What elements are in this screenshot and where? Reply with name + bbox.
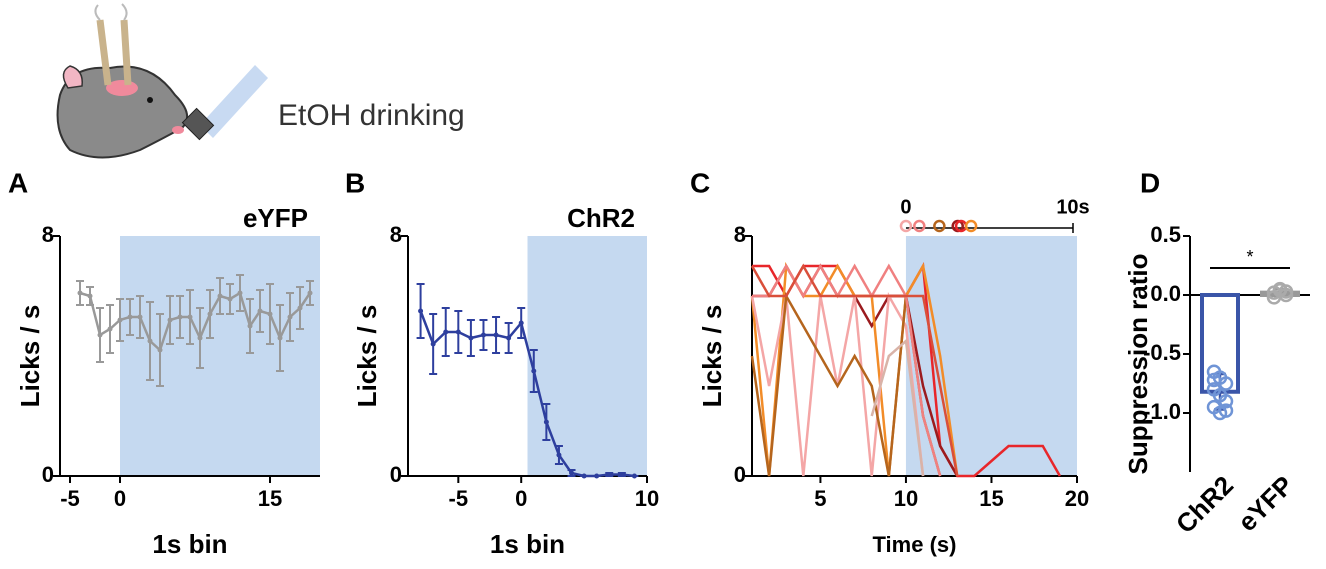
x-tick-label: 0 bbox=[114, 486, 126, 511]
lick-event bbox=[933, 219, 946, 233]
y-axis-label: Licks / s bbox=[15, 305, 45, 408]
x-axis-label: 1s bin bbox=[152, 529, 227, 559]
data-point bbox=[97, 332, 103, 338]
y-axis-label: Licks / s bbox=[697, 305, 727, 408]
x-tick-label: 10 bbox=[894, 486, 918, 511]
data-point bbox=[257, 308, 263, 314]
data-point bbox=[307, 290, 313, 296]
data-point bbox=[297, 305, 303, 311]
data-point bbox=[468, 335, 474, 341]
y-tick-label: 8 bbox=[390, 222, 402, 247]
data-point bbox=[1272, 283, 1288, 298]
panel-title: eYFP bbox=[243, 203, 308, 233]
y-tick-label: 0.0 bbox=[1150, 281, 1181, 306]
panel-label: B bbox=[345, 167, 365, 198]
y-tick-label: -0.5 bbox=[1143, 340, 1181, 365]
data-point bbox=[480, 332, 486, 338]
inset-start-label: 0 bbox=[900, 196, 911, 218]
data-point bbox=[581, 473, 587, 479]
data-point bbox=[1206, 372, 1222, 388]
data-point bbox=[455, 329, 461, 335]
y-tick-label: -1.0 bbox=[1143, 399, 1181, 424]
x-axis-label: Time (s) bbox=[873, 532, 957, 557]
data-point bbox=[569, 470, 575, 476]
data-point bbox=[87, 293, 93, 299]
data-point bbox=[177, 314, 183, 320]
panel-label: C bbox=[690, 167, 710, 198]
data-point bbox=[237, 290, 243, 296]
x-tick-label: 10 bbox=[635, 486, 659, 511]
data-point bbox=[606, 472, 612, 477]
data-point bbox=[594, 473, 600, 479]
y-tick-label: 0 bbox=[42, 462, 54, 487]
data-point bbox=[418, 308, 424, 314]
y-tick-label: 8 bbox=[42, 222, 54, 247]
trial-line bbox=[870, 338, 925, 477]
data-point bbox=[117, 317, 123, 323]
data-point bbox=[77, 290, 83, 296]
data-point bbox=[197, 335, 203, 341]
data-point bbox=[287, 314, 293, 320]
data-point bbox=[107, 326, 113, 332]
data-point bbox=[147, 338, 153, 344]
data-point bbox=[1278, 284, 1294, 299]
data-point bbox=[430, 341, 436, 347]
trial-line bbox=[750, 263, 959, 477]
data-point bbox=[137, 314, 143, 320]
data-point bbox=[631, 473, 637, 479]
data-point bbox=[277, 335, 283, 341]
x-tick-label: -5 bbox=[60, 486, 80, 511]
lick-event bbox=[899, 219, 913, 233]
data-point bbox=[167, 317, 173, 323]
data-point bbox=[506, 335, 512, 341]
data-point bbox=[127, 314, 133, 320]
data-point bbox=[518, 320, 524, 326]
header-text: EtOH drinking bbox=[278, 99, 465, 132]
inset-end-label: 10s bbox=[1056, 196, 1089, 218]
data-point bbox=[157, 347, 163, 353]
panel-title: ChR2 bbox=[567, 203, 635, 233]
x-tick-label: ChR2 bbox=[1170, 470, 1239, 539]
significance-label: * bbox=[1246, 247, 1253, 267]
x-tick-label: -5 bbox=[449, 486, 469, 511]
data-point bbox=[207, 311, 213, 317]
data-point bbox=[493, 332, 499, 338]
data-point bbox=[1218, 393, 1234, 409]
y-tick-label: 0 bbox=[734, 462, 746, 487]
data-point bbox=[187, 314, 193, 320]
x-tick-label: 15 bbox=[979, 486, 1003, 511]
x-tick-label: eYFP bbox=[1232, 470, 1299, 537]
data-point bbox=[443, 329, 449, 335]
y-axis-label: Suppression ratio bbox=[1123, 253, 1153, 474]
y-axis-label: Licks / s bbox=[352, 305, 382, 408]
x-tick-label: 5 bbox=[814, 486, 826, 511]
data-point bbox=[556, 452, 562, 458]
data-point bbox=[619, 472, 625, 477]
data-point bbox=[227, 296, 233, 302]
x-tick-label: 0 bbox=[515, 486, 527, 511]
x-tick-label: 15 bbox=[258, 486, 282, 511]
panel-label: D bbox=[1140, 167, 1160, 198]
trial-line bbox=[752, 263, 942, 477]
data-point bbox=[543, 419, 549, 425]
y-tick-label: 0 bbox=[390, 462, 402, 487]
x-tick-label: 20 bbox=[1065, 486, 1089, 511]
stim-shade bbox=[120, 236, 320, 476]
y-tick-label: 0.5 bbox=[1150, 222, 1181, 247]
lick-event bbox=[964, 219, 978, 233]
mouse-illustration bbox=[56, 3, 268, 159]
data-point bbox=[1218, 403, 1234, 418]
data-point bbox=[217, 293, 223, 299]
data-point bbox=[247, 323, 253, 329]
data-point bbox=[531, 368, 537, 374]
y-tick-label: 8 bbox=[734, 222, 746, 247]
data-point bbox=[267, 311, 273, 317]
lick-event bbox=[913, 219, 926, 233]
stim-shade bbox=[527, 236, 647, 476]
panel-label: A bbox=[8, 167, 28, 198]
x-axis-label: 1s bin bbox=[490, 529, 565, 559]
